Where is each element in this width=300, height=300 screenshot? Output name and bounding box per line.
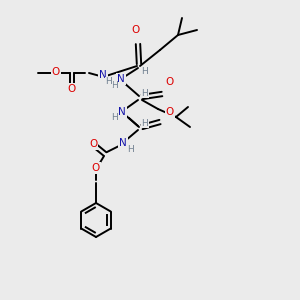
Text: O: O	[166, 77, 174, 87]
Text: H: H	[142, 68, 148, 76]
Text: N: N	[118, 107, 126, 117]
Text: H: H	[127, 145, 134, 154]
Text: H: H	[106, 77, 112, 86]
Text: N: N	[99, 70, 107, 80]
Text: O: O	[131, 25, 139, 35]
Text: O: O	[52, 67, 60, 77]
Text: N: N	[119, 138, 127, 148]
Text: H: H	[112, 113, 118, 122]
Text: O: O	[166, 107, 174, 117]
Text: H: H	[142, 88, 148, 98]
Text: H: H	[111, 82, 117, 91]
Text: O: O	[89, 139, 97, 149]
Text: H: H	[142, 118, 148, 127]
Text: O: O	[92, 163, 100, 173]
Text: N: N	[117, 74, 125, 84]
Text: O: O	[68, 84, 76, 94]
